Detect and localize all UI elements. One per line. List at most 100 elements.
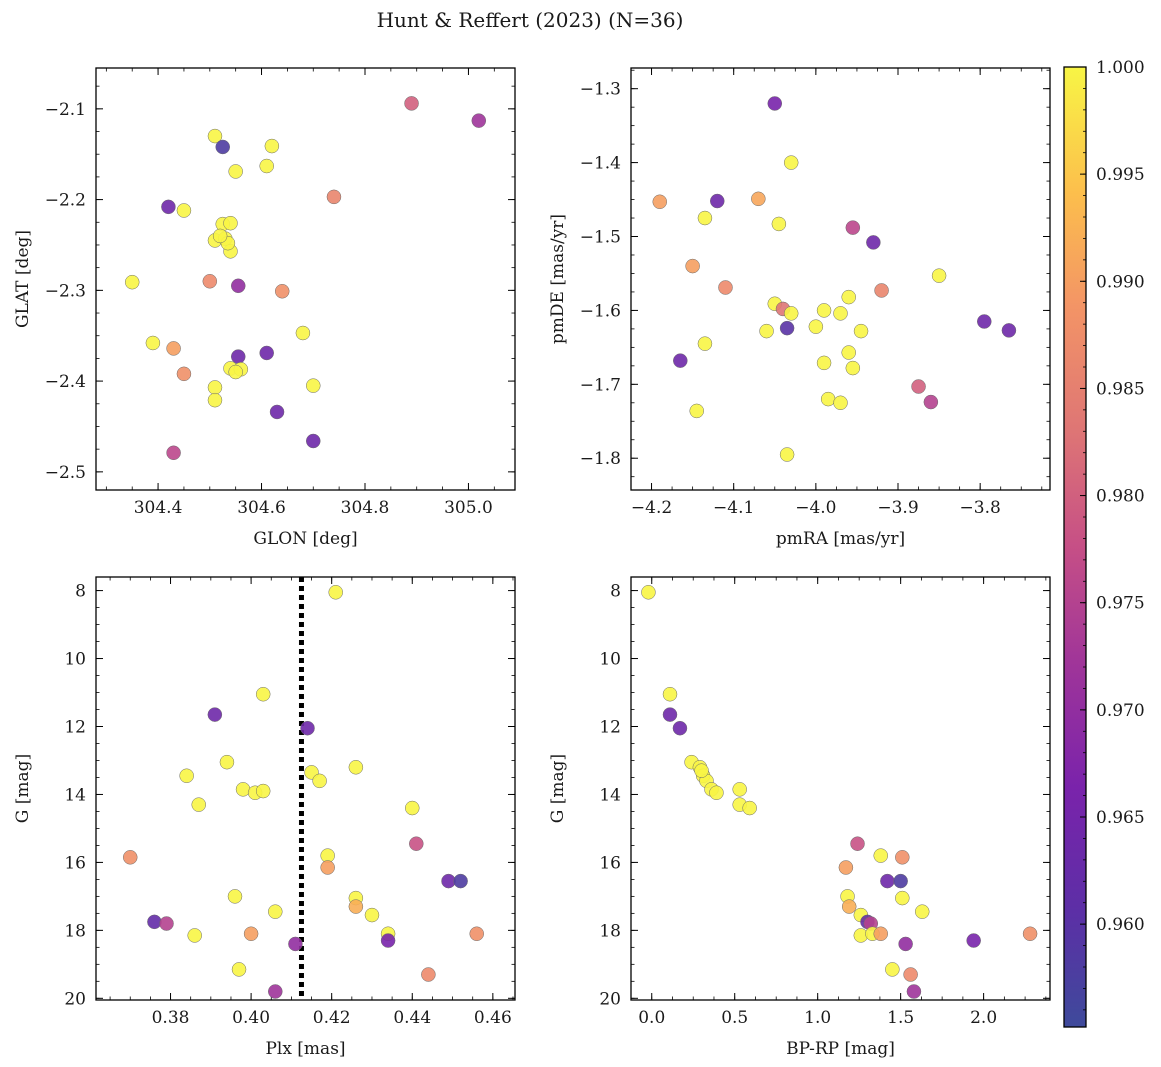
data-point (873, 848, 888, 863)
data-point (274, 284, 290, 299)
data-point (866, 235, 881, 250)
y-tick-label: −2.3 (45, 281, 86, 301)
data-point (895, 890, 910, 906)
data-point (227, 889, 243, 904)
data-point (269, 404, 285, 420)
data-point (709, 785, 724, 800)
data-point (380, 933, 396, 948)
data-point (231, 962, 247, 977)
data-point (161, 199, 176, 215)
data-point (641, 585, 656, 600)
data-point (255, 783, 271, 799)
data-point (841, 899, 857, 914)
data-point (326, 189, 342, 205)
data-point (977, 314, 992, 329)
data-point (404, 96, 419, 111)
data-point (259, 345, 274, 361)
data-point (469, 926, 484, 941)
data-point (833, 306, 848, 321)
x-tick-label: 1.5 (887, 1008, 914, 1028)
data-point (235, 782, 251, 797)
data-point (893, 873, 908, 889)
data-point (243, 926, 259, 941)
data-point (662, 707, 678, 722)
data-point (288, 936, 303, 952)
y-tick-label: 18 (64, 921, 86, 941)
y-tick-label: 14 (599, 785, 621, 805)
data-point (300, 720, 315, 736)
data-point (176, 366, 192, 382)
data-point (215, 139, 230, 155)
y-tick-label: 20 (599, 989, 621, 1009)
x-tick-label: 1.0 (804, 1008, 831, 1028)
panel-glon-glat: 304.4 304.6 304.8 305.0 −2.1 −2.2 −2.3 −2.4 −2.5… (13, 67, 516, 549)
x-tick-label: −4.1 (713, 498, 754, 518)
data-point (767, 96, 783, 111)
y-tick-label: −1.4 (580, 154, 621, 174)
y-tick-label: 12 (64, 717, 86, 737)
x-tick-label: 304.6 (237, 498, 286, 518)
data-point (219, 754, 235, 770)
y-axis-label: G [mag] (548, 754, 568, 823)
data-point (898, 936, 913, 952)
y-tick-label: −1.5 (580, 228, 621, 248)
data-point (841, 289, 856, 305)
data-point (328, 585, 343, 600)
data-point (295, 325, 311, 341)
data-point (673, 353, 688, 368)
data-point (779, 320, 795, 336)
data-point (147, 914, 162, 930)
x-tick-label: 0.5 (721, 1008, 748, 1028)
data-point (231, 278, 246, 294)
data-point (742, 800, 757, 816)
y-tick-label: 8 (75, 582, 86, 602)
y-tick-label: 20 (64, 989, 86, 1009)
x-tick-label: −4.0 (795, 498, 836, 518)
data-point (845, 220, 861, 235)
data-point (783, 306, 799, 321)
y-tick-label: 16 (599, 853, 621, 873)
x-tick-label: 304.4 (134, 498, 183, 518)
data-point (166, 341, 181, 356)
data-point (187, 928, 202, 943)
data-point (259, 158, 274, 174)
data-point (202, 274, 218, 289)
data-point (903, 967, 918, 982)
y-tick-label: −2.4 (45, 372, 86, 392)
data-point (685, 258, 700, 274)
data-point (159, 916, 174, 931)
x-tick-label: −3.9 (877, 498, 918, 518)
data-point (732, 782, 747, 797)
data-point (838, 860, 854, 875)
x-tick-label: 0.46 (474, 1008, 512, 1028)
data-point (808, 319, 824, 334)
data-point (364, 907, 380, 923)
data-point (853, 323, 869, 339)
data-point (771, 216, 787, 232)
data-point (931, 268, 947, 283)
data-point (966, 933, 981, 948)
data-point (231, 349, 246, 364)
colorbar-tick-label: 0.990 (1096, 272, 1145, 292)
data-point (874, 283, 889, 298)
data-point (662, 686, 678, 702)
x-axis-label: BP-RP [mag] (786, 1039, 895, 1059)
data-point (348, 899, 364, 914)
data-point (207, 128, 223, 144)
x-tick-label: 2.0 (970, 1008, 997, 1028)
data-point (820, 391, 836, 407)
y-axis-label: G [mag] (13, 754, 33, 823)
data-point (228, 364, 243, 380)
x-axis-label: GLON [deg] (253, 529, 357, 549)
plot-frame (95, 67, 516, 491)
y-tick-label: −2.2 (45, 191, 86, 211)
x-tick-label: 0.44 (393, 1008, 431, 1028)
data-point (718, 280, 733, 295)
data-point (923, 394, 939, 410)
y-tick-label: −2.5 (45, 463, 86, 483)
panel-plx-g: 0.38 0.40 0.42 0.44 0.46 8 10 12 14 16 18 20 Plx [ma… (13, 576, 516, 1059)
y-tick-label: 10 (64, 650, 86, 670)
data-point (255, 686, 271, 702)
data-point (306, 378, 321, 393)
